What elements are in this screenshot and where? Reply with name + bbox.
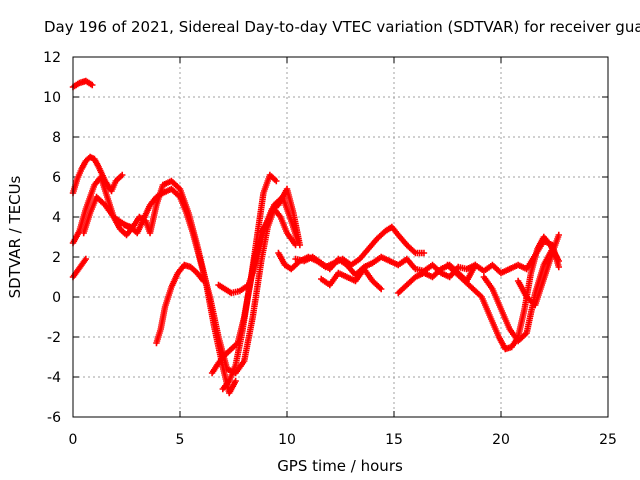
grid [73, 57, 608, 417]
x-tick-label: 5 [176, 432, 185, 448]
data-point [200, 277, 207, 285]
x-tick-label: 10 [278, 432, 296, 448]
data-point [472, 261, 479, 269]
chart-title: Day 196 of 2021, Sidereal Day-to-day VTE… [44, 18, 640, 36]
x-tick-label: 25 [599, 432, 617, 448]
y-tick-label: 6 [52, 170, 61, 186]
x-axis-label: GPS time / hours [277, 457, 403, 475]
y-tick-label: 12 [43, 50, 61, 66]
y-axis-label: SDTVAR / TECUs [6, 175, 24, 298]
y-tick-label: 2 [52, 250, 61, 266]
plot-frame [72, 56, 609, 418]
data-point [119, 171, 126, 179]
data-point [232, 377, 239, 385]
y-tick-label: 8 [52, 130, 61, 146]
data-point [555, 257, 562, 265]
y-tick-label: 10 [43, 90, 61, 106]
x-tick-label: 15 [385, 432, 403, 448]
data-point [377, 285, 385, 293]
y-tick-label: -2 [47, 330, 61, 346]
data-point [420, 249, 428, 257]
data-point [89, 81, 96, 89]
axis-ticks: 0 5 10 15 20 25 -6 -4 -2 0 2 4 6 8 10 12 [43, 50, 617, 448]
data-points [69, 77, 562, 397]
x-tick-label: 0 [69, 432, 78, 448]
data-point [296, 241, 304, 249]
data-point [294, 237, 301, 245]
data-point [555, 263, 562, 271]
data-point [273, 177, 280, 185]
y-tick-label: 4 [52, 210, 61, 226]
data-point [555, 231, 562, 239]
y-tick-label: 0 [52, 290, 61, 306]
y-tick-label: -4 [47, 370, 61, 386]
data-point [82, 255, 90, 263]
y-tick-label: -6 [47, 410, 61, 426]
x-tick-label: 20 [492, 432, 510, 448]
